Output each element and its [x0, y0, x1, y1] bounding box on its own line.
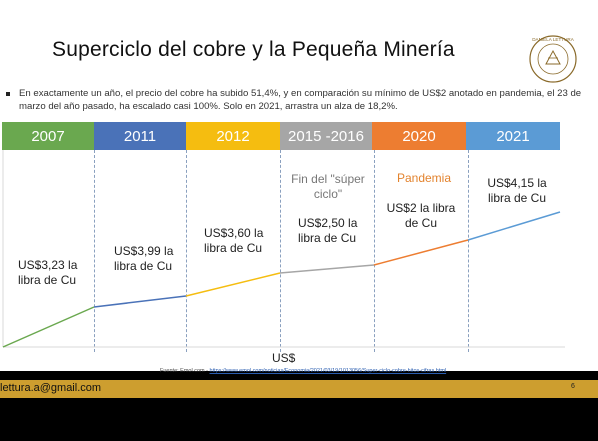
page-number: 6: [571, 383, 575, 390]
year-2020: 2020: [372, 122, 466, 150]
divider-line: [374, 150, 375, 352]
source-footnote: Fuente: Emol.com - https://www.emol.com/…: [160, 368, 446, 374]
svg-text:DANIELA LETTURA: DANIELA LETTURA: [532, 37, 575, 42]
divider-line: [94, 150, 95, 352]
footnote-prefix: Fuente: Emol.com -: [160, 368, 210, 374]
year-2015-2016: 2015 -2016: [280, 122, 372, 150]
divider-line: [468, 150, 469, 352]
year-2021: 2021: [466, 122, 560, 150]
source-link[interactable]: https://www.emol.com/noticias/Economia/2…: [209, 368, 447, 374]
year-timeline: 2007 2011 2012 2015 -2016 2020 2021: [2, 122, 560, 150]
slide: Superciclo del cobre y la Pequeña Minerí…: [0, 0, 598, 374]
price-label-2012: US$3,60 la libra de Cu: [204, 226, 264, 255]
divider-line: [186, 150, 187, 352]
bullet-text: En exactamente un año, el precio del cob…: [19, 88, 582, 112]
segment-2015-2016: [279, 264, 375, 274]
price-label-2007: US$3,23 la libra de Cu: [18, 258, 78, 287]
price-label-2021: US$4,15 la libra de Cu: [487, 176, 547, 205]
segment-2020: [373, 239, 469, 266]
bullet-point: En exactamente un año, el precio del cob…: [6, 88, 584, 113]
price-label-2015-2016: US$2,50 la libra de Cu: [298, 216, 358, 245]
annotation-end-of-supercycle: Fin del "súper ciclo": [291, 172, 365, 201]
price-label-2011: US$3,99 la libra de Cu: [114, 244, 174, 273]
slide-title: Superciclo del cobre y la Pequeña Minerí…: [52, 38, 455, 61]
annotation-pandemic: Pandemia: [396, 171, 452, 185]
seal-logo: DANIELA LETTURA: [529, 35, 577, 83]
bullet-marker: [6, 92, 10, 96]
segment-2007: [2, 306, 95, 348]
footer-bar: [0, 380, 598, 398]
year-2011: 2011: [94, 122, 186, 150]
segment-2012: [185, 272, 281, 297]
year-2007: 2007: [2, 122, 94, 150]
divider-line: [280, 150, 281, 352]
segment-2021: [467, 211, 561, 241]
year-2012: 2012: [186, 122, 280, 150]
footer-email: lettura.a@gmail.com: [0, 382, 102, 394]
price-chart: [2, 150, 565, 348]
price-label-2020: US$2 la libra de Cu: [386, 201, 456, 230]
axis-label-usd: US$: [272, 351, 296, 365]
segment-2011: [93, 295, 187, 308]
